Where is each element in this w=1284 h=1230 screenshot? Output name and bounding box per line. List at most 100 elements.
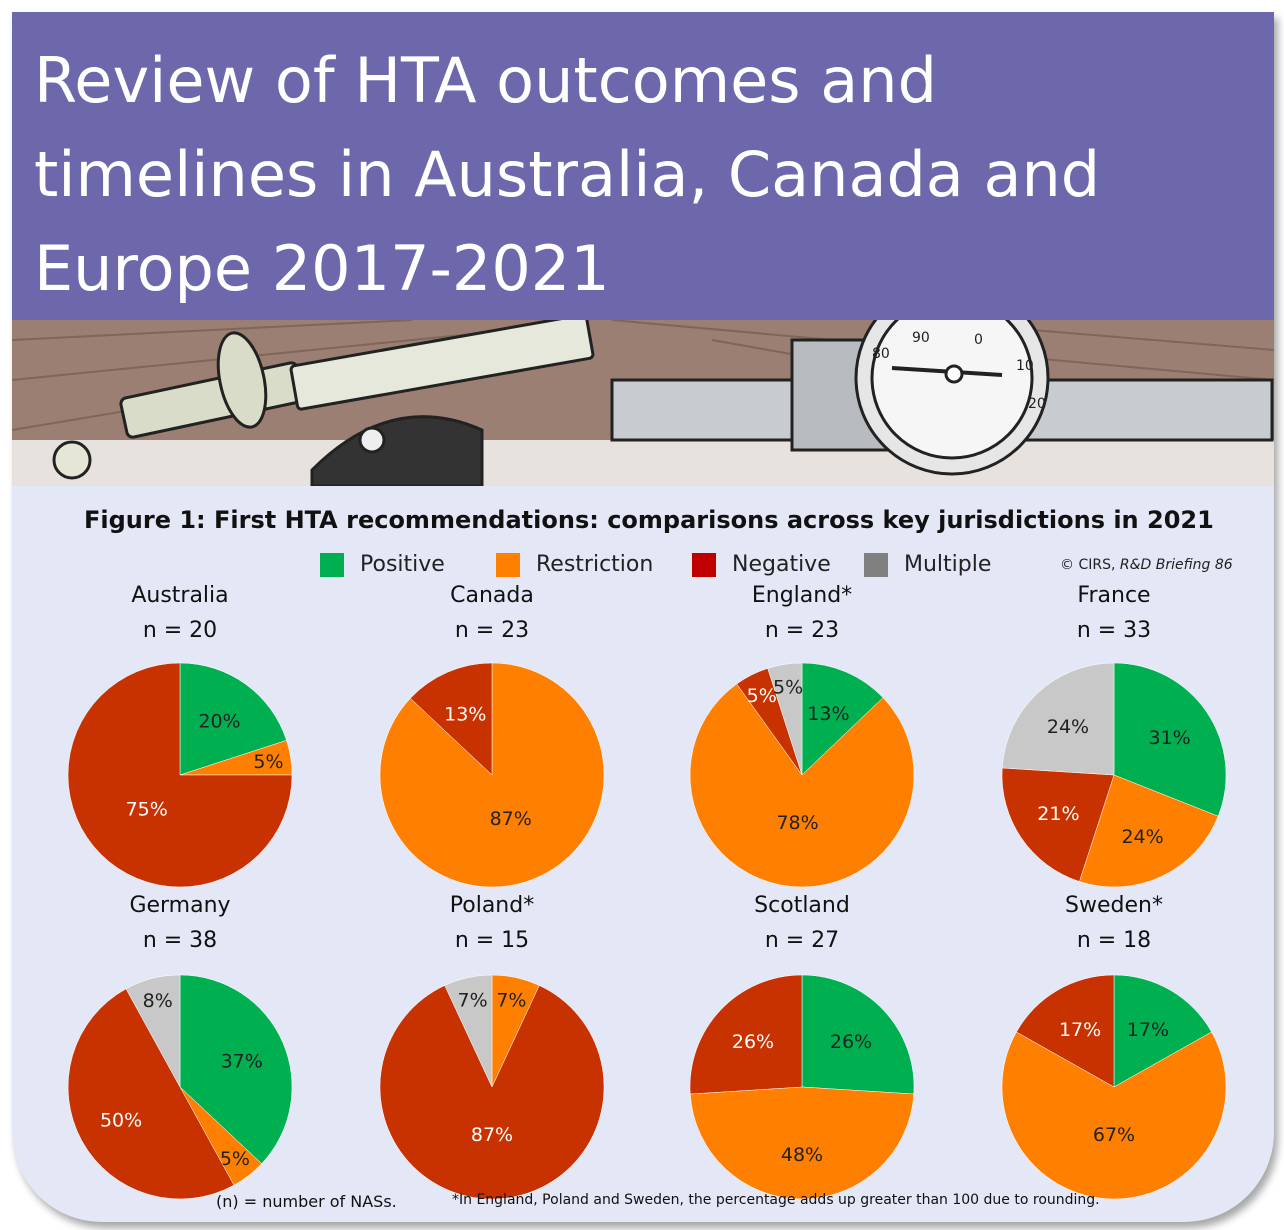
pie-label-sweden-positive: 17% <box>1127 1019 1169 1041</box>
pie-label-england-multiple: 5% <box>773 677 803 699</box>
pie-label-germany-positive: 37% <box>221 1050 263 1072</box>
pie-label-canada-negative: 13% <box>444 703 486 725</box>
pie-label-france-restriction: 24% <box>1121 826 1163 848</box>
pie-n-england: n = 23 <box>765 618 839 643</box>
caliper-illustration: 80 90 0 10 20 <box>12 320 1274 486</box>
svg-text:90: 90 <box>912 330 930 346</box>
pie-label-poland-negative: 87% <box>471 1124 513 1146</box>
pie-slice-sweden-negative <box>1016 974 1115 1088</box>
pie-title-sweden: Sweden* <box>1065 893 1163 918</box>
pie-label-sweden-negative: 17% <box>1059 1019 1101 1041</box>
pie-chart-france: France n = 33 31% 24% 21% 24% <box>1001 583 1227 888</box>
pie-slice-scotland-restriction <box>689 1086 915 1200</box>
svg-text:0: 0 <box>974 332 983 348</box>
pie-label-england-restriction: 78% <box>776 812 818 834</box>
legend-item-negative: Negative <box>692 552 831 577</box>
pie-slice-poland-negative <box>379 985 605 1200</box>
legend-label-negative: Negative <box>732 552 831 577</box>
pie-slice-germany-multiple <box>125 974 181 1088</box>
pie-label-canada-restriction: 87% <box>490 808 532 830</box>
pie-label-england-negative: 5% <box>747 685 777 707</box>
footer-note-rounding: *In England, Poland and Sweden, the perc… <box>452 1192 1100 1208</box>
pie-label-germany-multiple: 8% <box>143 990 173 1012</box>
pie-slice-scotland-positive <box>801 974 915 1095</box>
pie-label-germany-negative: 50% <box>100 1109 142 1131</box>
svg-text:80: 80 <box>872 346 890 362</box>
pie-title-england: England* <box>752 583 852 608</box>
pie-label-france-positive: 31% <box>1148 727 1190 749</box>
pie-slice-poland-multiple <box>444 974 493 1088</box>
credit-prefix: © CIRS, <box>1060 557 1120 573</box>
legend-swatch-restriction <box>496 552 520 577</box>
pie-slice-france-positive <box>1113 662 1227 817</box>
pie-slice-canada-negative <box>410 662 493 776</box>
pie-label-australia-positive: 20% <box>198 711 240 733</box>
pie-title-canada: Canada <box>450 583 534 608</box>
pie-n-germany: n = 38 <box>143 928 217 953</box>
pie-slice-australia-positive <box>179 662 287 776</box>
banner-title-line-2: timelines in Australia, Canada and <box>34 138 1101 211</box>
pie-slice-france-multiple <box>1001 662 1115 776</box>
banner-title: Review of HTA outcomes and timelines in … <box>34 34 1234 316</box>
footer: (n) = number of NASs. *In England, Polan… <box>12 1188 1274 1216</box>
pie-slice-sweden-positive <box>1113 974 1212 1088</box>
pie-label-germany-restriction: 5% <box>220 1148 250 1170</box>
pie-n-poland: n = 15 <box>455 928 529 953</box>
pie-title-france: France <box>1077 583 1150 608</box>
legend-label-restriction: Restriction <box>536 552 654 577</box>
legend-swatch-positive <box>320 552 344 577</box>
pie-chart-poland: Poland* n = 15 7% 87% 7% <box>379 893 605 1200</box>
title-banner: Review of HTA outcomes and timelines in … <box>12 12 1274 320</box>
svg-text:20: 20 <box>1028 396 1046 412</box>
pie-chart-germany: Germany n = 38 37% 5% 50% 8% <box>67 893 293 1200</box>
legend-item-restriction: Restriction <box>496 552 653 577</box>
legend-swatch-multiple <box>864 552 888 577</box>
pie-slice-germany-negative <box>67 988 235 1200</box>
pie-title-australia: Australia <box>131 583 228 608</box>
pie-chart-scotland: Scotland n = 27 26% 48% 26% <box>689 893 915 1200</box>
banner-title-line-1: Review of HTA outcomes and <box>34 44 937 117</box>
credit-briefing: R&D Briefing 86 <box>1119 557 1233 573</box>
pie-slice-scotland-negative <box>689 974 803 1095</box>
pie-slice-england-restriction <box>689 683 915 888</box>
pie-label-scotland-positive: 26% <box>830 1031 872 1053</box>
pie-chart-sweden: Sweden* n = 18 17% 67% 17% <box>1001 893 1227 1200</box>
pie-n-scotland: n = 27 <box>765 928 839 953</box>
legend-label-positive: Positive <box>360 552 445 577</box>
pie-label-poland-multiple: 7% <box>458 990 488 1012</box>
svg-text:10: 10 <box>1016 358 1034 374</box>
legend-item-positive: Positive <box>320 552 445 577</box>
pie-slice-france-negative <box>1001 767 1115 882</box>
legend-label-multiple: Multiple <box>904 552 992 577</box>
pie-title-germany: Germany <box>129 893 230 918</box>
footer-note-nas: (n) = number of NASs. <box>216 1192 397 1211</box>
pie-title-poland: Poland* <box>450 893 534 918</box>
pie-n-sweden: n = 18 <box>1077 928 1151 953</box>
pie-slice-england-positive <box>801 662 884 776</box>
pie-n-canada: n = 23 <box>455 618 529 643</box>
pie-label-france-multiple: 24% <box>1047 716 1089 738</box>
pie-slice-sweden-restriction <box>1001 1031 1227 1200</box>
pie-label-scotland-restriction: 48% <box>781 1144 823 1166</box>
pie-slice-england-multiple <box>767 662 803 776</box>
legend-item-multiple: Multiple <box>864 552 991 577</box>
banner-title-line-3: Europe 2017-2021 <box>34 232 610 305</box>
pie-slice-france-restriction <box>1079 774 1219 888</box>
pie-label-australia-restriction: 5% <box>253 751 283 773</box>
pie-charts-grid: Australia n = 20 20% 5% 75% Canada n = 23 87% 13… <box>67 583 1227 1200</box>
pie-label-england-positive: 13% <box>807 703 849 725</box>
legend-swatch-negative <box>692 552 716 577</box>
pie-chart-england: England* n = 23 13% 78% 5%5% <box>689 583 915 888</box>
pie-label-poland-restriction: 7% <box>496 990 526 1012</box>
pie-slice-germany-positive <box>179 974 293 1165</box>
pie-n-france: n = 33 <box>1077 618 1151 643</box>
pie-slice-australia-negative <box>67 662 293 888</box>
infographic-frame: Review of HTA outcomes and timelines in … <box>12 12 1274 1222</box>
pie-chart-canada: Canada n = 23 87% 13% <box>379 583 605 888</box>
pie-label-scotland-negative: 26% <box>732 1031 774 1053</box>
pie-n-australia: n = 20 <box>143 618 217 643</box>
pie-label-australia-negative: 75% <box>126 798 168 820</box>
figure-title: Figure 1: First HTA recommendations: com… <box>84 506 1214 534</box>
pie-label-sweden-restriction: 67% <box>1093 1124 1135 1146</box>
pie-title-scotland: Scotland <box>754 893 850 918</box>
